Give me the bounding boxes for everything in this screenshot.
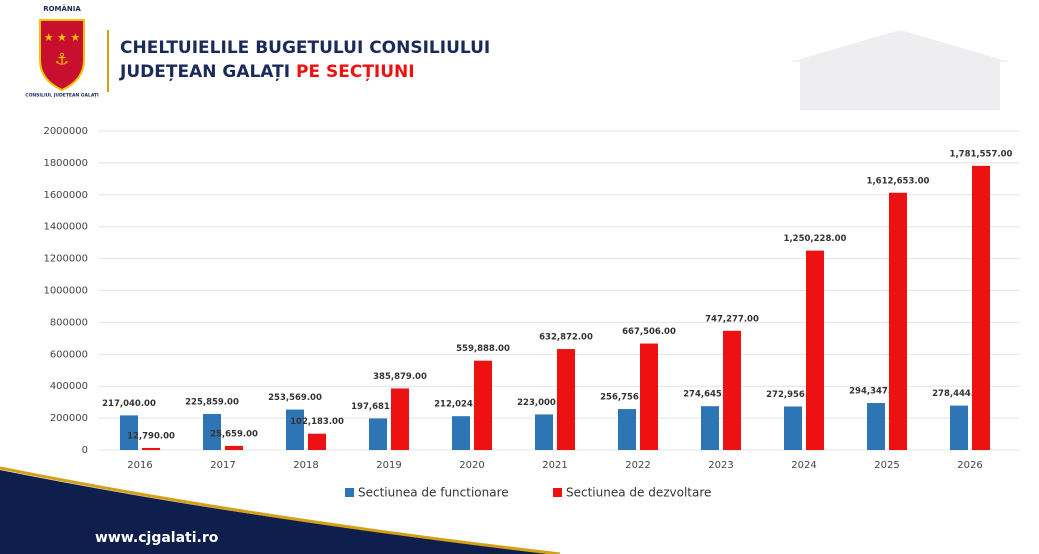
value-label: 559,888.00 bbox=[456, 344, 510, 354]
svg-text:★ ★ ★: ★ ★ ★ bbox=[44, 31, 81, 44]
value-label: 225,859.00 bbox=[185, 397, 239, 407]
x-tick-label: 2024 bbox=[791, 460, 816, 471]
y-tick-label: 200000 bbox=[50, 413, 88, 424]
value-label: 1,781,557.00 bbox=[950, 149, 1013, 159]
bar bbox=[972, 165, 990, 450]
bar bbox=[142, 447, 160, 450]
bar bbox=[452, 416, 470, 450]
footer-band bbox=[0, 470, 560, 554]
bar bbox=[369, 418, 387, 450]
bar bbox=[120, 415, 138, 450]
bar bbox=[557, 349, 575, 450]
y-tick-label: 1800000 bbox=[43, 158, 88, 169]
title-highlight: PE SECȚIUNI bbox=[296, 62, 415, 82]
bar bbox=[950, 405, 968, 450]
title-line: JUDEȚEAN GALAȚI PE SECȚIUNI bbox=[119, 62, 415, 82]
bar bbox=[535, 414, 553, 450]
legend-label: Sectiunea de dezvoltare bbox=[566, 486, 711, 500]
x-tick-label: 2026 bbox=[957, 460, 982, 471]
x-tick-label: 2023 bbox=[708, 460, 733, 471]
bar bbox=[784, 406, 802, 450]
bar bbox=[618, 409, 636, 450]
value-label: 212,024.00 bbox=[434, 400, 488, 410]
value-label: 223,000.00 bbox=[517, 398, 571, 408]
y-tick-label: 0 bbox=[82, 445, 88, 456]
y-tick-label: 2000000 bbox=[43, 126, 88, 137]
bar bbox=[203, 413, 221, 450]
y-tick-label: 400000 bbox=[50, 381, 88, 392]
svg-text:⚓: ⚓ bbox=[55, 50, 69, 69]
y-tick-label: 1000000 bbox=[43, 286, 88, 297]
chart: 0 200000 400000 600000 800000 1000000 1200000 1… bbox=[43, 126, 1020, 500]
value-label: 217,040.00 bbox=[102, 399, 156, 409]
value-label: 274,645.00 bbox=[683, 390, 737, 400]
x-tick-label: 2016 bbox=[127, 460, 152, 471]
title-line: JUDEȚEAN GALAȚI bbox=[119, 62, 290, 82]
x-tick-label: 2019 bbox=[376, 460, 401, 471]
bar bbox=[286, 409, 304, 450]
y-tick-label: 600000 bbox=[50, 349, 88, 360]
x-tick-label: 2021 bbox=[542, 460, 567, 471]
y-tick-label: 1200000 bbox=[43, 254, 88, 265]
value-label: 747,277.00 bbox=[705, 314, 759, 324]
bar bbox=[867, 403, 885, 450]
value-label: 278,444.00 bbox=[932, 389, 986, 399]
bar bbox=[723, 330, 741, 450]
y-tick-label: 1400000 bbox=[43, 222, 88, 233]
x-tick-label: 2025 bbox=[874, 460, 899, 471]
value-label: 25,659.00 bbox=[210, 429, 258, 439]
value-label: 197,681.00 bbox=[351, 402, 405, 412]
legend-swatch bbox=[345, 488, 354, 497]
value-label: 667,506.00 bbox=[622, 327, 676, 337]
value-label: 1,250,228.00 bbox=[784, 234, 847, 244]
value-label: 272,956.00 bbox=[766, 390, 820, 400]
value-label: 12,790.00 bbox=[127, 431, 175, 441]
value-label: 253,569.00 bbox=[268, 393, 322, 403]
x-tick-label: 2018 bbox=[293, 460, 318, 471]
x-tick-label: 2022 bbox=[625, 460, 650, 471]
bar bbox=[640, 343, 658, 450]
bar bbox=[391, 388, 409, 450]
value-label: 294,347.00 bbox=[849, 387, 903, 397]
logo: ROMÂNIA ★ ★ ★ ⚓ CONSILIUL JUDEȚEAN GALAȚ… bbox=[25, 4, 99, 99]
x-tick-label: 2020 bbox=[459, 460, 484, 471]
legend-label: Sectiunea de functionare bbox=[358, 486, 509, 500]
x-tick-label: 2017 bbox=[210, 460, 235, 471]
bar bbox=[701, 406, 719, 450]
y-tick-label: 800000 bbox=[50, 317, 88, 328]
bar bbox=[806, 250, 824, 450]
title-line: CHELTUIELILE BUGETULUI CONSILIULUI bbox=[120, 38, 490, 58]
country: ROMÂNIA bbox=[43, 4, 81, 13]
footer-stripe bbox=[0, 466, 561, 554]
logo-text: CONSILIUL JUDEȚEAN GALAȚI bbox=[25, 93, 99, 99]
y-tick-label: 1600000 bbox=[43, 190, 88, 201]
building-decoration bbox=[790, 30, 1010, 110]
value-label: 632,872.00 bbox=[539, 333, 593, 343]
bar bbox=[889, 192, 907, 450]
bar bbox=[308, 433, 326, 450]
bar bbox=[474, 360, 492, 450]
value-label: 385,879.00 bbox=[373, 372, 427, 382]
value-label: 256,756.00 bbox=[600, 393, 654, 403]
legend-swatch bbox=[553, 488, 562, 497]
value-label: 102,183.00 bbox=[290, 417, 344, 427]
bar bbox=[225, 445, 243, 450]
website: www.cjgalati.ro bbox=[95, 530, 219, 546]
value-label: 1,612,653.00 bbox=[867, 176, 930, 186]
